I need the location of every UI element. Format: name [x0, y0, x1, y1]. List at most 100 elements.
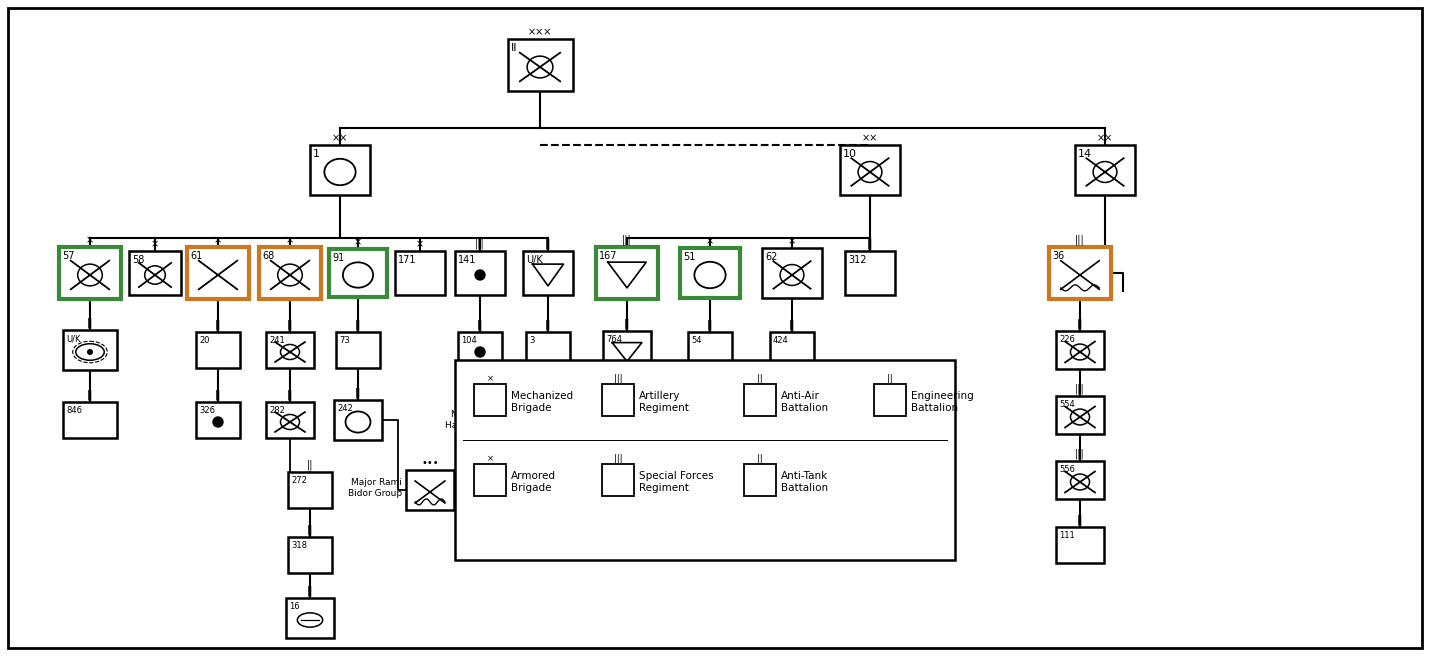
Bar: [286, 598, 335, 638]
Text: ||: ||: [756, 454, 762, 463]
Bar: [603, 331, 651, 369]
Text: ||: ||: [214, 319, 222, 330]
Text: Mechanized: Mechanized: [511, 391, 573, 401]
Circle shape: [475, 270, 485, 280]
Bar: [196, 332, 240, 368]
Text: •••: •••: [529, 388, 546, 398]
Text: 61: 61: [190, 251, 202, 261]
Text: ||: ||: [287, 319, 293, 330]
Text: 91: 91: [332, 253, 345, 263]
Text: 242: 242: [337, 404, 353, 413]
Text: ×: ×: [214, 235, 222, 245]
Text: •••: •••: [422, 458, 439, 468]
Text: ×: ×: [486, 454, 493, 463]
Bar: [1050, 247, 1111, 299]
Text: Regiment: Regiment: [639, 403, 689, 413]
Text: ××: ××: [862, 133, 878, 143]
Bar: [266, 402, 315, 438]
Text: 424: 424: [774, 336, 789, 345]
Bar: [455, 251, 505, 295]
Bar: [406, 470, 453, 510]
Bar: [681, 248, 739, 298]
Bar: [769, 332, 814, 368]
Text: ×: ×: [152, 239, 159, 249]
Text: Special Forces: Special Forces: [639, 471, 714, 481]
Bar: [473, 464, 506, 496]
Text: 62: 62: [765, 252, 778, 262]
Bar: [329, 249, 388, 297]
Text: ×: ×: [486, 374, 493, 383]
Bar: [196, 402, 240, 438]
Text: ||: ||: [545, 319, 551, 330]
Text: ||: ||: [307, 525, 313, 535]
Text: ||: ||: [355, 388, 362, 398]
Text: ××: ××: [1097, 133, 1113, 143]
Text: 326: 326: [199, 406, 214, 415]
Text: 846: 846: [66, 406, 82, 415]
Text: ||: ||: [1077, 319, 1084, 329]
Text: 57: 57: [61, 251, 74, 261]
Text: ×: ×: [706, 236, 714, 246]
Text: ||: ||: [887, 374, 892, 383]
Text: |||: |||: [1075, 384, 1085, 394]
Text: Regiment: Regiment: [639, 483, 689, 493]
Text: ×: ×: [416, 239, 425, 249]
Text: 68: 68: [262, 251, 275, 261]
Text: 554: 554: [1060, 400, 1075, 409]
Bar: [744, 464, 776, 496]
Text: 58: 58: [132, 255, 144, 265]
Bar: [1055, 461, 1104, 499]
Text: ||: ||: [87, 318, 93, 328]
Text: Brigade: Brigade: [511, 483, 552, 493]
Text: 3: 3: [529, 336, 535, 345]
Text: |||: |||: [613, 374, 622, 383]
Circle shape: [613, 397, 622, 405]
Text: ×: ×: [355, 237, 362, 247]
Text: Anti-Air: Anti-Air: [781, 391, 819, 401]
Text: ||: ||: [867, 239, 874, 249]
Text: ||: ||: [355, 319, 362, 330]
Text: |||: |||: [1075, 449, 1085, 459]
Bar: [455, 360, 955, 560]
Text: ××: ××: [332, 133, 347, 143]
Text: 272: 272: [290, 476, 307, 485]
Text: Armored: Armored: [511, 471, 556, 481]
Text: |||: |||: [613, 454, 622, 463]
Text: 764: 764: [606, 335, 622, 344]
Text: Battalion: Battalion: [781, 483, 828, 493]
Text: 241: 241: [269, 336, 285, 345]
Bar: [335, 400, 382, 440]
Bar: [1055, 331, 1104, 369]
Bar: [287, 537, 332, 573]
Text: ×: ×: [788, 236, 797, 246]
Bar: [688, 332, 732, 368]
Text: 51: 51: [684, 252, 695, 262]
Bar: [1055, 396, 1104, 434]
Text: ×××: ×××: [528, 27, 552, 37]
Text: ||: ||: [307, 459, 313, 470]
Bar: [473, 384, 506, 416]
Text: 312: 312: [848, 255, 867, 265]
Text: 1: 1: [313, 149, 320, 159]
Bar: [602, 464, 633, 496]
Text: U/K: U/K: [526, 255, 543, 265]
Text: ||: ||: [476, 319, 483, 330]
Bar: [508, 39, 572, 91]
Bar: [310, 145, 370, 195]
Text: 54: 54: [691, 336, 702, 345]
Bar: [63, 402, 117, 438]
Text: ||: ||: [1077, 514, 1084, 525]
Bar: [59, 247, 122, 299]
Text: U/K: U/K: [66, 334, 80, 343]
Text: 282: 282: [269, 406, 285, 415]
Bar: [287, 472, 332, 508]
Text: 16: 16: [289, 602, 300, 611]
Bar: [762, 248, 822, 298]
Bar: [63, 330, 117, 370]
Bar: [336, 332, 380, 368]
Bar: [129, 251, 182, 295]
Text: Battalion: Battalion: [911, 403, 958, 413]
Bar: [266, 332, 315, 368]
Text: ||: ||: [287, 390, 293, 400]
Circle shape: [475, 347, 485, 357]
